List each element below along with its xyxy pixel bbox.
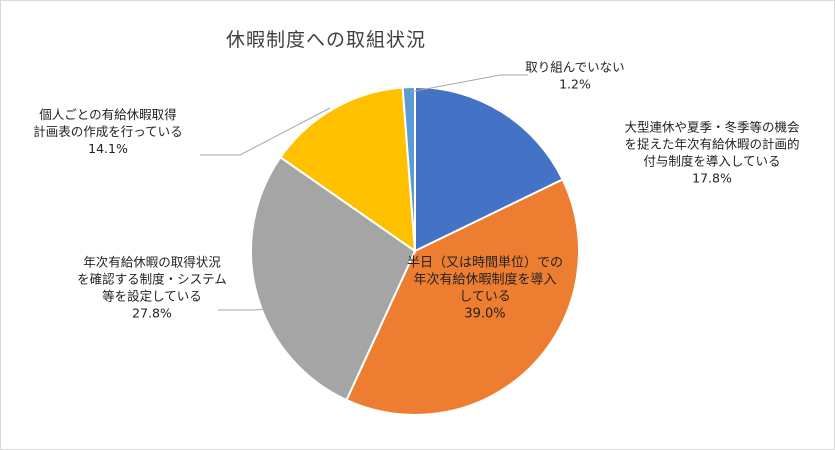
slice-label-line: を確認する制度・システム [77, 272, 227, 287]
slice-value-4: 14.1% [88, 141, 128, 156]
leader-line-4 [200, 107, 331, 156]
slice-label-2: 半日（又は時間単位）での年次有給休暇制度を導入している 39.0% [407, 255, 563, 322]
slice-value-2: 39.0% [464, 307, 505, 322]
leader-line-3 [218, 307, 276, 311]
slice-label-line: 等を設定している [102, 289, 202, 304]
slice-value-5: 1.2% [559, 77, 591, 92]
pie-slice-2 [345, 178, 580, 416]
slice-label-line: を捉えた年次有給休暇の計画的 [624, 137, 799, 152]
pie-slice-3 [250, 155, 417, 402]
slice-label-4: 個人ごとの有給休暇取得計画表の作成を行っている 14.1% [33, 107, 182, 156]
slice-value-3: 27.8% [132, 306, 172, 321]
slice-label-line: 付与制度を導入している [643, 154, 780, 169]
slice-label-line: 取り組んでいない [525, 60, 624, 75]
slice-label-line: 計画表の作成を行っている [33, 124, 182, 139]
slice-label-3: 年次有給休暇の取得状況を確認する制度・システム等を設定している 27.8% [77, 255, 227, 321]
slice-label-line: 年次有給休暇の取得状況 [83, 255, 221, 270]
pie-slice-5 [401, 85, 416, 252]
slice-label-line: 個人ごとの有給休暇取得 [39, 107, 176, 122]
slice-label-5: 取り組んでいない 1.2% [525, 60, 624, 92]
slice-label-line: 年次有給休暇制度を導入 [413, 272, 556, 288]
chart-title: 休暇制度への取組状況 [226, 29, 427, 51]
slice-label-line: 半日（又は時間単位）での [407, 255, 563, 271]
slice-value-1: 17.8% [692, 171, 732, 186]
leader-line-5 [409, 74, 528, 93]
slice-label-line: 大型連休や夏季・冬季等の機会 [624, 120, 800, 135]
slice-label-line: している [459, 290, 511, 305]
slice-label-1: 大型連休や夏季・冬季等の機会を捉えた年次有給休暇の計画的付与制度を導入している 1… [624, 120, 800, 186]
pie-slice-4 [279, 86, 417, 254]
